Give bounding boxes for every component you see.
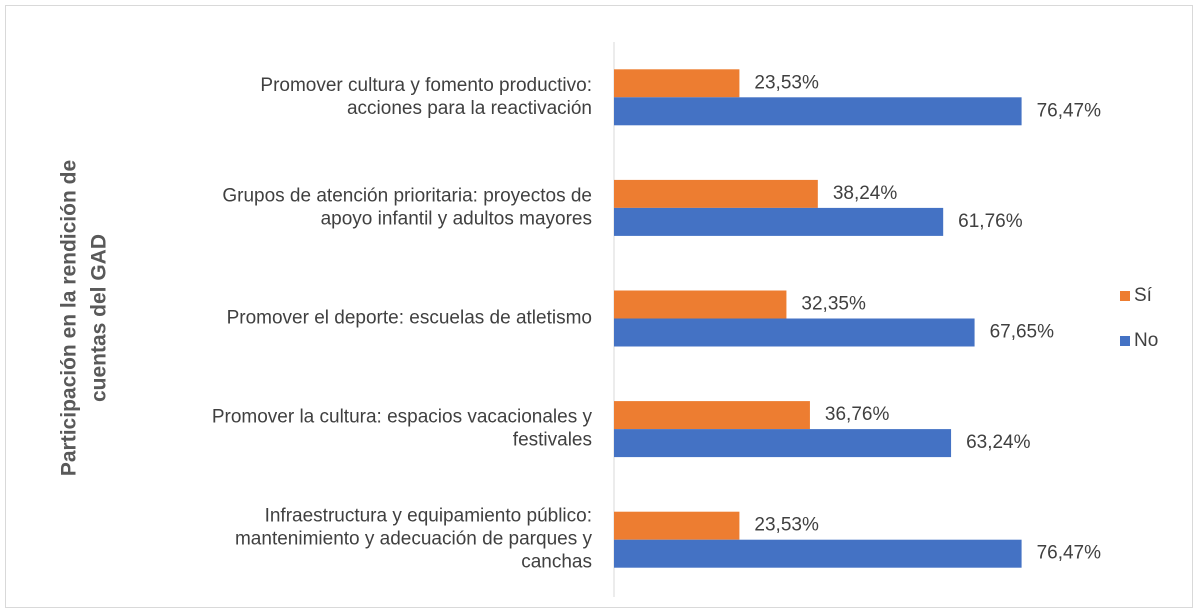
category-label: Promover la cultura: espacios vacacional… xyxy=(212,407,593,428)
category-label: Promover el deporte: escuelas de atletis… xyxy=(227,308,592,329)
category-label: Infraestructura y equipamiento público: xyxy=(265,506,592,527)
category-label: canchas xyxy=(521,552,592,573)
category-label: acciones para la reactivación xyxy=(347,98,592,119)
legend-swatch xyxy=(1120,291,1130,301)
category-label: Grupos de atención prioritaria: proyecto… xyxy=(222,185,592,206)
data-label: 23,53% xyxy=(754,515,819,536)
bar xyxy=(614,511,740,540)
bar xyxy=(614,401,810,430)
bar xyxy=(614,207,944,236)
data-label: 61,76% xyxy=(958,211,1023,232)
bar xyxy=(614,179,818,208)
category-label: festivales xyxy=(513,430,592,451)
bar xyxy=(614,539,1022,568)
data-label: 67,65% xyxy=(990,322,1055,343)
bar xyxy=(614,318,975,347)
legend-label: No xyxy=(1134,330,1158,351)
data-label: 32,35% xyxy=(801,294,866,315)
category-label: mantenimiento y adecuación de parques y xyxy=(235,529,593,550)
category-label: apoyo infantil y adultos mayores xyxy=(321,208,592,229)
data-label: 76,47% xyxy=(1037,100,1102,121)
data-label: 23,53% xyxy=(754,72,819,93)
data-label: 38,24% xyxy=(833,183,898,204)
y-axis-title: cuentas del GAD xyxy=(88,234,111,402)
bar xyxy=(614,69,740,98)
legend-swatch xyxy=(1120,336,1130,346)
data-label: 76,47% xyxy=(1037,543,1102,564)
y-axis-title: Participación en la rendición de xyxy=(58,160,81,476)
data-label: 63,24% xyxy=(966,432,1031,453)
data-label: 36,76% xyxy=(825,404,890,425)
bar xyxy=(614,429,952,458)
category-label: Promover cultura y fomento productivo: xyxy=(260,75,592,96)
chart-border xyxy=(5,5,1193,608)
bar xyxy=(614,290,787,319)
legend-label: Sí xyxy=(1134,285,1153,306)
bar xyxy=(614,97,1022,126)
